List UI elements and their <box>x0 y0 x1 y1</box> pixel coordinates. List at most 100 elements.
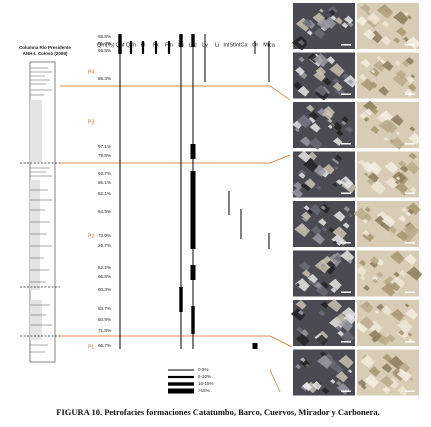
grain <box>402 36 409 42</box>
grain <box>300 357 306 363</box>
grain <box>379 6 394 19</box>
photomicrographs <box>290 3 423 396</box>
column-title: ANH-L Colosó (2009) <box>23 51 68 56</box>
grain <box>292 120 302 130</box>
grain <box>362 218 368 224</box>
scale-bar <box>341 93 351 95</box>
grain <box>374 310 380 314</box>
grain <box>321 387 329 395</box>
abundance-bar <box>268 233 270 249</box>
qm-value: 86.1% <box>98 180 111 185</box>
petrofacies-label: P1 <box>88 344 94 350</box>
grain <box>338 175 354 189</box>
abundance-bar <box>141 41 145 54</box>
grain <box>295 364 301 370</box>
grain <box>378 86 389 96</box>
column-title: Columna Río Presidente <box>19 45 72 50</box>
grain <box>307 116 316 124</box>
grain <box>325 260 336 269</box>
grain <box>408 133 422 145</box>
grain <box>311 381 322 391</box>
grain <box>341 116 349 123</box>
grain <box>406 36 421 50</box>
grain <box>380 282 397 297</box>
grain <box>356 266 367 276</box>
grain <box>363 285 370 292</box>
abundance-bar <box>191 34 195 47</box>
abundance-bar <box>129 41 133 54</box>
grain <box>406 202 421 216</box>
grain <box>330 287 337 293</box>
abundance-bar <box>180 34 182 349</box>
petrofacies-label: P2 <box>88 233 94 239</box>
abundance-bar <box>240 209 242 239</box>
scale-bar <box>341 44 351 46</box>
qm-value: 66.8% <box>98 274 111 279</box>
grain <box>384 161 399 174</box>
grain <box>403 222 420 238</box>
grain <box>410 74 416 79</box>
grain <box>316 18 331 31</box>
abundance-bar <box>118 34 122 54</box>
legend-label: 10-15% <box>198 381 214 386</box>
abundance-bar <box>268 41 270 82</box>
qm-value: 82.2% <box>98 265 111 270</box>
grain <box>301 215 309 223</box>
grain <box>330 379 336 384</box>
grain <box>372 275 378 281</box>
grain <box>309 122 321 133</box>
grain <box>404 303 410 308</box>
abundance-bar <box>190 144 196 159</box>
grain <box>294 278 310 292</box>
abundance-bar <box>179 287 183 312</box>
grain <box>344 125 353 134</box>
qm-value: 97.1% <box>98 144 111 149</box>
grain <box>291 188 303 199</box>
scale-bar <box>405 242 415 244</box>
grain <box>392 72 408 87</box>
grain <box>334 17 343 25</box>
grain <box>398 215 406 223</box>
grain <box>315 334 328 346</box>
grain <box>407 15 412 20</box>
grain <box>380 305 392 316</box>
grain <box>382 353 392 363</box>
tie-lines <box>60 85 293 393</box>
lithology-column <box>20 61 60 363</box>
grain <box>363 374 379 389</box>
grain <box>370 125 380 134</box>
grain <box>405 56 415 65</box>
grain <box>308 137 323 151</box>
qm-header: Qm(%) <box>97 42 115 48</box>
grain <box>362 62 369 68</box>
qm-value: 88.3% <box>98 76 111 81</box>
grain <box>303 205 310 211</box>
legend-label: 5-10% <box>198 374 211 379</box>
grain <box>294 66 305 76</box>
grain <box>393 37 401 44</box>
grain <box>384 119 392 126</box>
grain <box>361 354 375 368</box>
grain <box>409 377 414 381</box>
scale-bar <box>405 291 415 293</box>
grain <box>354 320 369 334</box>
grain <box>332 182 338 188</box>
grain <box>393 10 409 25</box>
grain <box>332 364 344 375</box>
grain <box>364 207 371 213</box>
grain <box>333 165 339 170</box>
abundance-bar <box>154 41 158 54</box>
grain <box>353 207 369 222</box>
grain <box>292 81 303 90</box>
grain <box>306 104 315 113</box>
grain <box>331 234 344 246</box>
grain <box>295 282 300 287</box>
grain <box>307 273 318 284</box>
grain <box>394 180 400 185</box>
grain <box>370 180 386 195</box>
scale-bar <box>341 341 351 343</box>
abundance-bar <box>191 306 195 334</box>
grain <box>301 381 313 392</box>
grain <box>335 179 343 186</box>
